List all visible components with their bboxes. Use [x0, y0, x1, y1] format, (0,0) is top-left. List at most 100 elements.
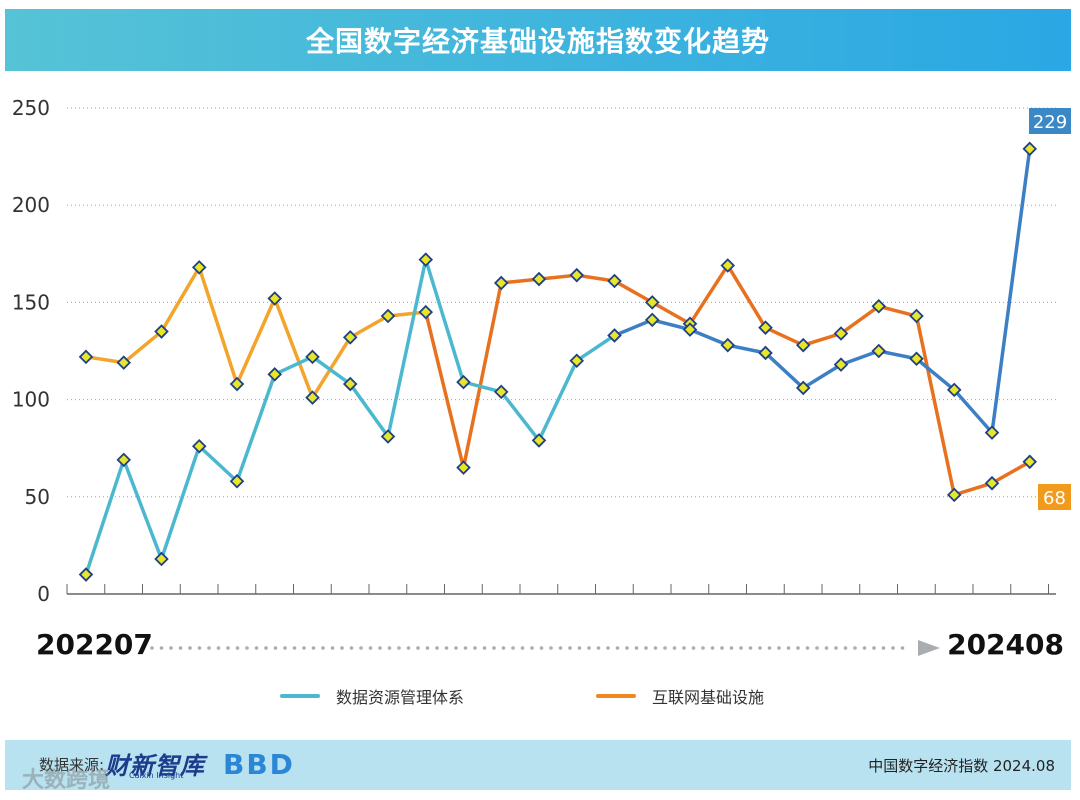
time-arrow-dot — [701, 646, 705, 650]
legend-item-series2: 互联网基础设施 — [596, 684, 764, 708]
watermark: 大数跨境 — [22, 768, 111, 793]
time-arrow-dot — [416, 646, 420, 650]
series1-point — [569, 353, 585, 368]
time-arrow-dot — [739, 646, 743, 650]
time-arrow-dot — [330, 646, 335, 650]
end-label-series2: 68 — [1043, 488, 1066, 509]
series1-point — [116, 452, 132, 468]
series2-point — [795, 337, 811, 353]
series2-point — [1022, 454, 1038, 470]
time-arrow-dot — [872, 646, 876, 650]
y-tick-label: 0 — [37, 582, 50, 606]
series2-line — [85, 265, 426, 400]
time-arrow-dot — [463, 646, 468, 650]
series1-point — [682, 322, 698, 337]
time-arrow-dot — [843, 646, 848, 650]
time-arrow-dot — [159, 646, 164, 650]
series1-point — [758, 345, 773, 361]
series1-point — [833, 357, 849, 372]
time-arrow-dot — [539, 646, 544, 650]
series1-point — [154, 551, 169, 567]
time-arrow-dot — [273, 646, 278, 650]
time-arrow-dot — [473, 646, 477, 650]
time-arrow-dot — [881, 646, 886, 650]
time-arrow-dot — [520, 646, 525, 650]
time-arrow-dot — [492, 646, 496, 650]
time-arrow-dot — [796, 646, 800, 650]
time-arrow-dot — [435, 646, 439, 650]
time-arrow-dot — [378, 646, 382, 650]
series1-line — [84, 257, 616, 576]
series2-point — [909, 308, 924, 324]
time-arrow-dot — [311, 646, 316, 650]
end-label-series1-bg — [1029, 108, 1071, 134]
time-arrow-dot — [834, 646, 838, 650]
time-arrow-dot — [862, 646, 867, 650]
time-arrow-dot — [178, 646, 183, 650]
time-arrow-dot — [349, 646, 354, 650]
time-arrow-dot — [207, 646, 211, 650]
series2-point — [191, 260, 207, 275]
footer-index-label: 中国数字经济指数 2024.08 — [868, 757, 1055, 775]
y-tick-label: 50 — [25, 485, 50, 509]
time-arrow-dot — [577, 646, 582, 650]
series1-point — [795, 380, 811, 396]
time-arrow-dot — [150, 646, 154, 650]
series1-point — [531, 433, 547, 448]
time-arrow-dot — [758, 646, 762, 650]
time-arrow-dot — [644, 646, 648, 650]
time-arrow-dot — [264, 646, 268, 650]
series1-point — [607, 328, 622, 343]
time-arrow-dot — [805, 646, 810, 650]
legend-label-series1: 数据资源管理体系 — [336, 688, 465, 707]
time-arrow-dot — [900, 646, 905, 650]
series2-point — [758, 320, 773, 335]
time-arrow-dot — [501, 646, 506, 650]
series2-line — [424, 263, 1031, 497]
time-arrow-dot — [254, 646, 259, 650]
series2-point — [342, 330, 358, 345]
time-arrow-dot — [530, 646, 534, 650]
time-arrow-dot — [397, 646, 401, 650]
series1-point — [909, 351, 924, 367]
y-tick-label: 100 — [12, 388, 50, 412]
end-label-series1: 229 — [1033, 112, 1067, 133]
series1-point — [191, 438, 207, 454]
time-arrow-dot — [568, 646, 572, 650]
series2-point — [267, 291, 283, 306]
time-arrow-dot — [748, 646, 753, 650]
time-arrow-dot — [245, 646, 249, 650]
series2-point — [644, 295, 660, 310]
series2-point — [871, 299, 887, 314]
series2-point — [531, 271, 547, 287]
footer-bar: 数据来源: 财新智库 Caixin Insight BBD 中国数字经济指数 2… — [5, 740, 1071, 790]
time-arrow-dot — [777, 646, 781, 650]
series1-point — [644, 312, 660, 328]
time-arrow-dot — [891, 646, 895, 650]
y-tick-label: 200 — [12, 193, 50, 217]
time-arrow-dot — [587, 646, 591, 650]
series1-line — [613, 148, 1032, 435]
time-arrow-dot — [321, 646, 325, 650]
series2-point — [607, 273, 622, 289]
time-arrow-dot — [625, 646, 629, 650]
time-arrow-dot — [235, 646, 240, 650]
series2-point — [380, 308, 396, 324]
legend-swatch-series1 — [280, 694, 320, 698]
time-arrow-dot — [387, 646, 392, 650]
time-arrow-head — [918, 640, 940, 656]
time-arrow-dot — [634, 646, 639, 650]
time-arrow-dot — [824, 646, 829, 650]
series1-point — [871, 343, 887, 359]
caixin-logo-sub: Caixin Insight — [129, 771, 184, 780]
time-arrow-dot — [368, 646, 373, 650]
time-arrow-dot — [853, 646, 857, 650]
time-arrow-dot — [815, 646, 819, 650]
time-arrow-dot — [359, 646, 363, 650]
legend-item-series1: 数据资源管理体系 — [280, 684, 464, 708]
series2-point — [418, 304, 434, 320]
time-arrow-dot — [672, 646, 677, 650]
legend-label-series2: 互联网基础设施 — [652, 688, 765, 707]
time-arrow-dot — [340, 646, 344, 650]
